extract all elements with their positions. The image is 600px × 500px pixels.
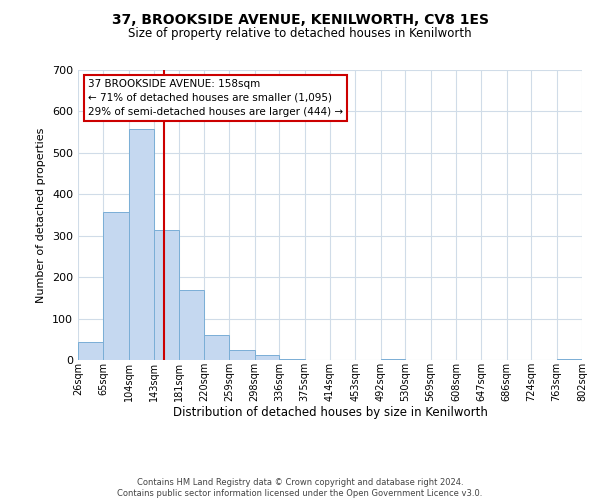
Bar <box>179 290 204 360</box>
Bar <box>154 230 179 360</box>
Bar <box>557 359 582 360</box>
Bar <box>103 212 128 360</box>
Y-axis label: Number of detached properties: Number of detached properties <box>37 128 46 302</box>
Bar <box>254 355 280 360</box>
Bar <box>280 359 305 360</box>
Bar <box>380 359 406 360</box>
Bar <box>229 350 254 360</box>
Bar <box>78 342 103 360</box>
Text: 37, BROOKSIDE AVENUE, KENILWORTH, CV8 1ES: 37, BROOKSIDE AVENUE, KENILWORTH, CV8 1E… <box>112 12 488 26</box>
X-axis label: Distribution of detached houses by size in Kenilworth: Distribution of detached houses by size … <box>173 406 487 420</box>
Text: Contains HM Land Registry data © Crown copyright and database right 2024.
Contai: Contains HM Land Registry data © Crown c… <box>118 478 482 498</box>
Text: Size of property relative to detached houses in Kenilworth: Size of property relative to detached ho… <box>128 28 472 40</box>
Text: 37 BROOKSIDE AVENUE: 158sqm
← 71% of detached houses are smaller (1,095)
29% of : 37 BROOKSIDE AVENUE: 158sqm ← 71% of det… <box>88 78 343 116</box>
Bar <box>204 335 229 360</box>
Bar <box>128 129 154 360</box>
